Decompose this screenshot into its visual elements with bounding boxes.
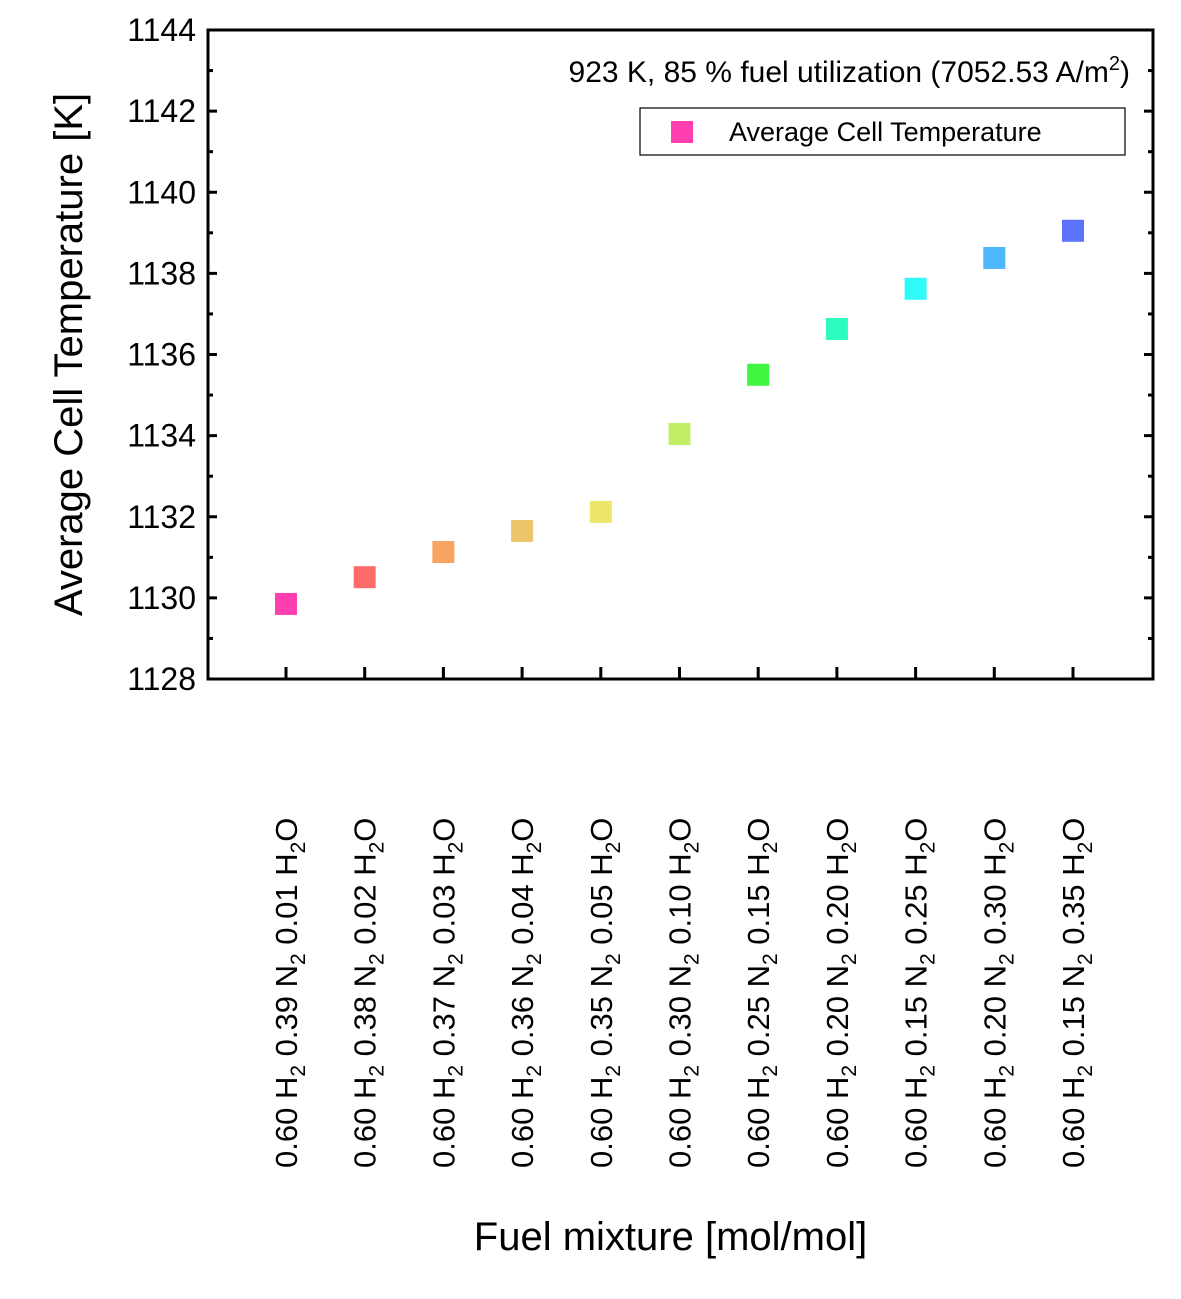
legend-label: Average Cell Temperature bbox=[729, 117, 1042, 147]
data-point bbox=[747, 363, 770, 386]
data-point bbox=[432, 541, 455, 564]
data-points bbox=[275, 219, 1084, 615]
y-tick-label: 1140 bbox=[127, 174, 196, 210]
x-category-label: 0.60 H2 0.15 N2 0.25 H2O bbox=[899, 818, 940, 1168]
legend-box bbox=[639, 107, 1126, 156]
legend-marker bbox=[671, 121, 693, 143]
data-point bbox=[511, 519, 534, 542]
x-category-label: 0.60 H2 0.25 N2 0.15 H2O bbox=[741, 818, 782, 1168]
data-point bbox=[589, 500, 612, 523]
y-tick-label: 1134 bbox=[127, 418, 196, 454]
x-axis-title: Fuel mixture [mol/mol] bbox=[474, 1215, 867, 1259]
x-category-label: 0.60 H2 0.35 N2 0.05 H2O bbox=[584, 818, 625, 1168]
x-category-label: 0.60 H2 0.15 N2 0.35 H2O bbox=[1056, 818, 1097, 1168]
y-axis-tick-labels: 1128 1130 1132 1134 1136 1138 1140 1142 1144 bbox=[127, 12, 196, 697]
data-point bbox=[1062, 219, 1084, 242]
x-category-label: 0.60 H2 0.20 N2 0.30 H2O bbox=[977, 818, 1018, 1168]
x-category-label: 0.60 H2 0.20 N2 0.20 H2O bbox=[820, 818, 861, 1168]
y-tick-label: 1138 bbox=[127, 255, 196, 291]
data-point bbox=[983, 246, 1006, 269]
y-tick-label: 1144 bbox=[127, 12, 196, 48]
y-tick-label: 1130 bbox=[127, 580, 196, 616]
chart-annotation: 923 K, 85 % fuel utilization (7052.53 A/… bbox=[569, 53, 1130, 89]
x-category-label: 0.60 H2 0.36 N2 0.04 H2O bbox=[505, 818, 546, 1168]
y-tick-label: 1142 bbox=[127, 93, 196, 129]
data-point bbox=[904, 277, 927, 300]
x-axis-ticks bbox=[284, 667, 1075, 679]
x-axis-category-labels: 0.60 H2 0.39 N2 0.01 H2O 0.60 H2 0.38 N2 … bbox=[269, 818, 1097, 1168]
legend: Average Cell Temperature bbox=[639, 107, 1126, 156]
data-point bbox=[825, 317, 848, 340]
data-point bbox=[353, 566, 376, 589]
y-tick-label: 1132 bbox=[127, 499, 196, 535]
x-category-label: 0.60 H2 0.37 N2 0.03 H2O bbox=[426, 818, 467, 1168]
x-category-label: 0.60 H2 0.38 N2 0.02 H2O bbox=[348, 818, 389, 1168]
x-category-label: 0.60 H2 0.39 N2 0.01 H2O bbox=[269, 818, 310, 1168]
y-tick-label: 1136 bbox=[127, 337, 196, 373]
plot-frame bbox=[206, 28, 1155, 681]
data-point bbox=[668, 423, 691, 446]
data-point bbox=[275, 592, 297, 615]
y-axis-title: Average Cell Temperature [K] bbox=[47, 93, 91, 616]
y-tick-label: 1128 bbox=[127, 661, 196, 697]
x-category-label: 0.60 H2 0.30 N2 0.10 H2O bbox=[663, 818, 704, 1168]
